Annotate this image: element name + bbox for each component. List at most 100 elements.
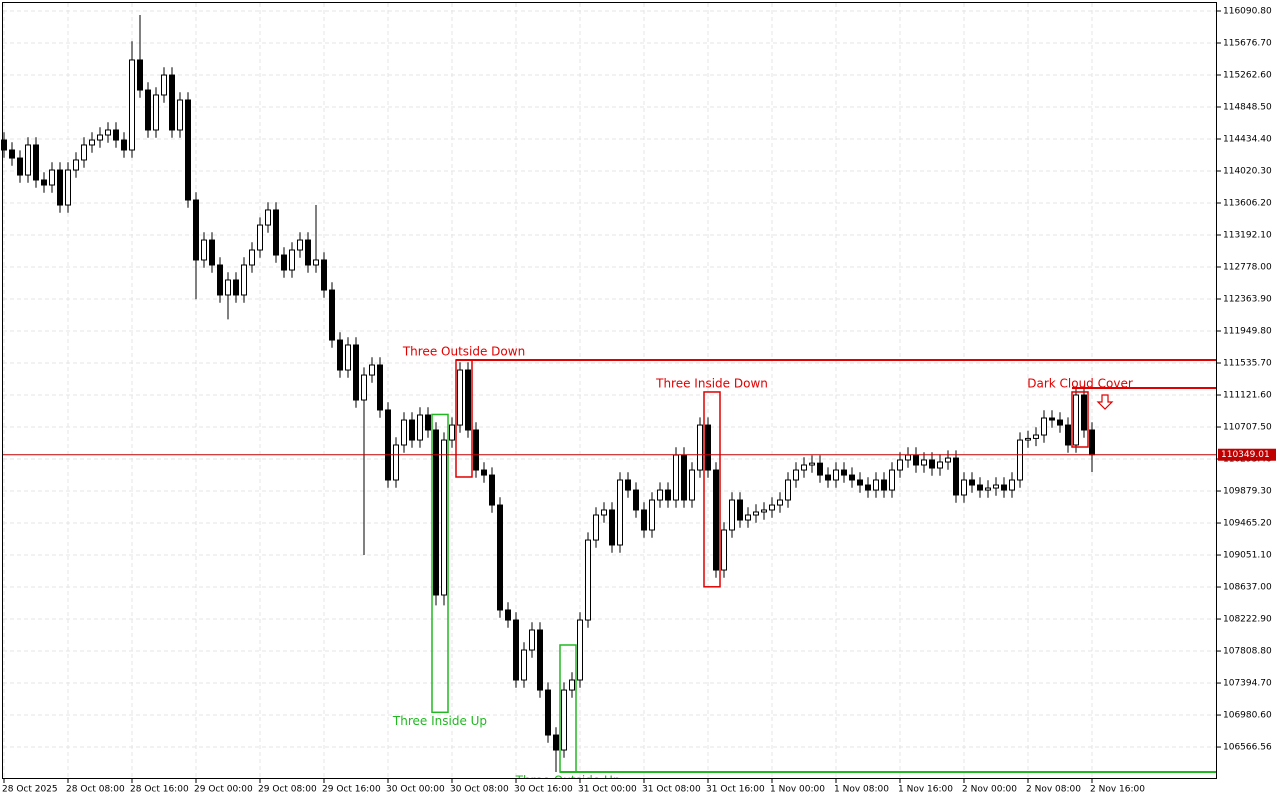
candle-body [537,629,543,691]
candle-body [353,344,359,401]
candle-body [377,364,383,411]
candle-body [337,339,343,371]
candle-body [905,454,911,461]
candle-body [457,369,463,426]
candle-body [489,474,495,506]
candle-body [945,457,951,463]
candle-body [249,249,255,266]
y-tick-label: 112778.00 [1223,263,1272,273]
x-tick-label: 1 Nov 16:00 [898,785,953,795]
candle-body [785,479,791,501]
candle-body [329,289,335,341]
candle-body [697,424,703,471]
x-tick-label: 30 Oct 16:00 [514,785,573,795]
candle-body [569,679,575,691]
candle-body [521,649,527,681]
pattern-box [431,413,449,714]
candle-body [825,474,831,481]
candle-body [657,489,663,501]
candle-body [969,479,975,486]
candle-body [545,689,551,736]
candle-body [897,459,903,471]
candle-body [113,129,119,141]
plot-area: Three Outside Down Three Inside Down Dark … [1,3,1217,788]
y-tick-label: 114434.40 [1223,134,1272,144]
candle-body [729,499,735,531]
candle-body [593,514,599,541]
candle-body [561,689,567,751]
candle-body [65,169,71,206]
candle-body [417,414,423,441]
y-tick-label: 111535.70 [1223,359,1272,369]
candle-body [913,454,919,466]
candle-body [209,239,215,266]
candle-body [921,459,927,466]
plot-border [2,2,1217,779]
candle-body [281,254,287,271]
candle-body [793,469,799,481]
y-tick-label: 110707.50 [1223,423,1272,433]
y-tick-label: 113192.10 [1223,231,1272,241]
candle-body [449,424,455,441]
y-tick-label: 108222.90 [1223,615,1272,625]
candle-body [473,429,479,471]
candle-body [577,619,583,681]
y-tick-label: 106980.60 [1223,711,1272,721]
candle-body [497,504,503,611]
x-tick-label: 28 Oct 08:00 [66,785,125,795]
y-tick-label: 112363.90 [1223,295,1272,305]
candle-body [1017,439,1023,481]
candle-body [169,74,175,131]
candle-body [849,474,855,481]
candle-body [1009,479,1015,491]
x-tick-label: 29 Oct 00:00 [194,785,253,795]
candle-body [641,509,647,531]
candle-body [993,484,999,489]
candle-body [441,439,447,596]
candle-body [689,469,695,501]
y-tick-label: 111949.80 [1223,327,1272,337]
x-tick-label: 31 Oct 08:00 [642,785,701,795]
pattern-label: Dark Cloud Cover [1027,376,1133,390]
candle-body [401,419,407,446]
candle-body [193,199,199,261]
candle-body [217,264,223,296]
candle-body [633,489,639,511]
candle-body [817,462,823,476]
x-tick-label: 31 Oct 16:00 [706,785,765,795]
pattern-label: Three Inside Down [655,376,768,390]
candle-body [937,461,943,469]
y-tick-label: 109051.10 [1223,551,1272,561]
axes: 116090.80 115676.70 115262.60 114848.50 1144… [2,6,1276,795]
candle-body [625,479,631,491]
x-axis-band [0,779,1280,800]
x-tick-label: 29 Oct 16:00 [322,785,381,795]
candle-body [409,419,415,441]
y-tick-label: 107808.80 [1223,647,1272,657]
candle-body [857,479,863,486]
y-tick-label: 115676.70 [1223,38,1272,48]
x-tick-label: 30 Oct 08:00 [450,785,509,795]
candle-body [1057,419,1063,426]
candle-body [1001,484,1007,491]
candle-body [313,259,319,266]
candle-body [33,144,39,181]
y-tick-label: 116090.80 [1223,6,1272,16]
candle-body [1089,429,1095,456]
y-tick-label: 113606.20 [1223,199,1272,209]
candle-body [57,169,63,206]
candle-body [961,479,967,496]
candle-body [929,459,935,469]
y-axis-band [1217,0,1280,800]
candle-body [985,487,991,491]
candle-body [977,484,983,491]
candle-body [105,129,111,136]
x-tick-label: 2 Nov 08:00 [1026,785,1081,795]
candle-body [833,469,839,481]
candle-body [81,144,87,161]
candle-body [1081,394,1087,431]
x-tick-label: 2 Nov 00:00 [962,785,1017,795]
candle-body [481,469,487,476]
